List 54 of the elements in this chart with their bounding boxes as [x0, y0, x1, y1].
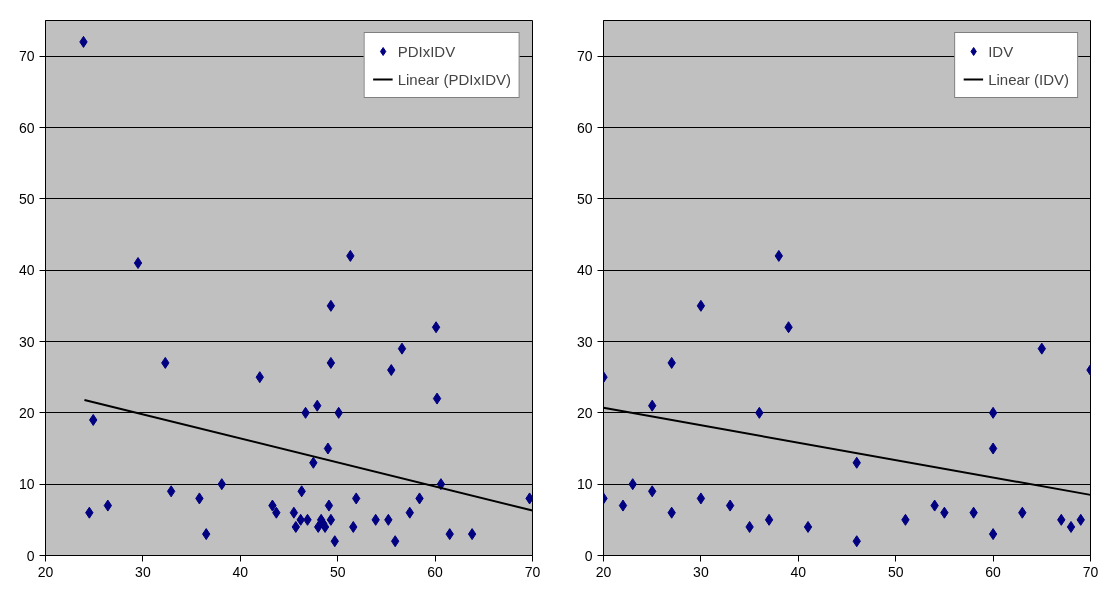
point [1066, 520, 1076, 533]
legend-label: Linear (PDIxIDV) [397, 70, 511, 88]
legend-label: IDV [988, 42, 1014, 60]
y-tick-label: 60 [576, 119, 593, 136]
point [133, 257, 143, 270]
x-tick-label: 40 [790, 563, 807, 580]
x-tick-label: 30 [693, 563, 709, 580]
y-tick-label: 40 [576, 262, 593, 279]
y-tick-label: 10 [18, 476, 35, 493]
point [326, 513, 336, 526]
x-tick-label: 60 [985, 563, 1002, 580]
y-tick-label: 10 [576, 476, 593, 493]
point [326, 356, 336, 369]
y-tick-label: 0 [584, 547, 593, 564]
x-tick-label: 50 [329, 563, 346, 580]
point [431, 321, 441, 334]
y-tick-label: 20 [18, 404, 35, 421]
point [289, 506, 299, 519]
x-tick-label: 40 [232, 563, 249, 580]
x-tick-label: 20 [37, 563, 54, 580]
point [764, 513, 774, 526]
y-tick-label: 70 [576, 48, 593, 65]
point [803, 520, 813, 533]
y-tick-label: 40 [18, 262, 35, 279]
point [326, 299, 336, 312]
legend-label: Linear (IDV) [988, 70, 1069, 88]
point [323, 442, 333, 455]
x-tick-label: 30 [135, 563, 151, 580]
y-tick-label: 60 [18, 119, 35, 136]
y-tick-label: 50 [18, 190, 35, 207]
point [324, 499, 334, 512]
x-tick-label: 70 [524, 563, 541, 580]
point [988, 406, 998, 419]
point [397, 342, 407, 355]
point [696, 299, 706, 312]
x-tick-label: 20 [595, 563, 612, 580]
y-tick-label: 50 [576, 190, 593, 207]
x-tick-label: 50 [887, 563, 904, 580]
legend-label: PDIxIDV [397, 42, 456, 60]
x-tick-label: 70 [1082, 563, 1099, 580]
y-tick-label: 20 [576, 404, 593, 421]
point [696, 492, 706, 505]
point [467, 528, 477, 541]
point [725, 499, 735, 512]
point [988, 442, 998, 455]
point [432, 392, 442, 405]
y-tick-label: 30 [18, 333, 35, 350]
point [166, 485, 176, 498]
point [988, 528, 998, 541]
y-tick-label: 0 [26, 547, 35, 564]
y-tick-label: 30 [576, 333, 593, 350]
x-tick-label: 60 [427, 563, 444, 580]
y-tick-label: 70 [18, 48, 35, 65]
point [618, 499, 628, 512]
